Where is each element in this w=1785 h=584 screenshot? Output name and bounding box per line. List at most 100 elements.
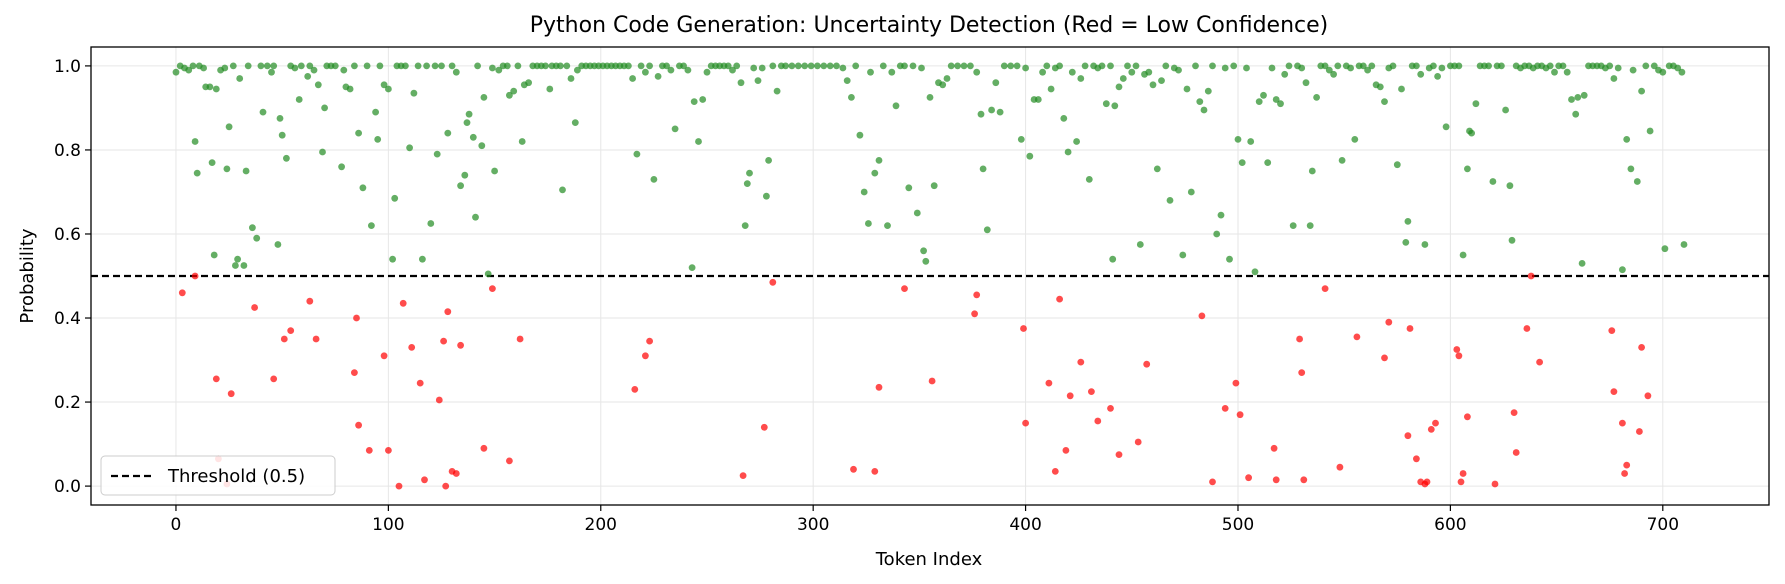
high-confidence-point [769,62,777,70]
high-confidence-point [680,62,687,70]
high-confidence-point [253,234,261,242]
high-confidence-point [973,68,981,76]
high-confidence-point [321,104,328,112]
high-confidence-point [484,270,492,278]
high-confidence-point [875,157,883,164]
high-confidence-point [1642,62,1650,70]
high-confidence-point [236,75,244,82]
low-confidence-point [1527,272,1535,280]
low-confidence-point [739,472,747,479]
low-confidence-point [1457,478,1465,486]
high-confidence-point [729,66,736,74]
low-confidence-point [971,310,978,318]
high-confidence-point [1646,127,1654,135]
high-confidence-point [905,184,913,192]
high-confidence-point [385,85,392,93]
high-confidence-point [518,138,526,145]
high-confidence-point [270,62,278,70]
high-confidence-point [414,62,422,70]
high-confidence-point [225,123,233,131]
high-confidence-point [920,247,927,255]
high-confidence-point [210,251,218,259]
low-confidence-point [1062,447,1070,454]
low-confidence-point [365,447,373,454]
high-confidence-point [306,62,314,70]
low-confidence-point [646,337,653,345]
high-confidence-point [1661,245,1669,253]
y-tick-label: 0.8 [54,141,81,161]
high-confidence-point [268,68,275,76]
x-tick-label: 700 [1647,515,1679,535]
high-confidence-point [1136,241,1144,248]
high-confidence-point [355,129,362,137]
high-confidence-point [667,66,675,74]
low-confidence-point [1385,318,1393,326]
high-confidence-point [374,136,382,143]
high-confidence-point [860,188,868,196]
high-confidence-point [1102,100,1110,108]
high-confidence-point [1472,100,1480,108]
high-confidence-point [856,131,864,139]
low-confidence-point [1236,411,1244,419]
high-confidence-point [888,68,896,76]
x-tick-label: 100 [372,515,404,535]
high-confidence-point [489,64,496,72]
high-confidence-point [947,62,955,70]
high-confidence-point [913,209,921,217]
low-confidence-point [1134,438,1142,446]
high-confidence-point [1680,241,1688,248]
high-confidence-point [646,62,653,70]
high-confidence-point [892,102,900,110]
low-confidence-point [1066,392,1074,400]
high-confidence-point [1306,222,1314,230]
high-confidence-point [884,222,891,230]
low-confidence-point [1512,449,1520,456]
high-confidence-point [1638,87,1645,95]
high-confidence-point [438,62,445,70]
high-confidence-point [1187,188,1195,196]
high-confidence-point [363,62,371,70]
high-confidence-point [193,169,201,177]
x-tick-label: 0 [171,515,182,535]
high-confidence-point [650,176,658,183]
high-confidence-point [699,96,707,103]
high-confidence-point [232,262,239,269]
low-confidence-point [1610,388,1618,395]
low-confidence-point [355,421,362,429]
high-confidence-point [1574,94,1582,101]
y-tick-label: 0.0 [54,477,81,497]
low-confidence-point [408,344,416,351]
low-confidence-point [178,289,186,297]
y-axis-title: Probability [17,228,38,323]
high-confidence-point [1204,87,1212,95]
high-confidence-point [782,62,789,70]
high-confidence-point [1434,73,1441,80]
high-confidence-point [1289,222,1297,230]
high-confidence-point [1039,68,1046,76]
high-confidence-point [1209,62,1216,70]
low-confidence-point [631,386,639,393]
low-confidence-point [1336,463,1344,471]
high-confidence-point [444,129,452,137]
low-confidence-point [1094,417,1102,425]
high-confidence-point [741,222,749,230]
data-points [172,62,1688,490]
high-confidence-point [1132,62,1140,70]
high-confidence-point [1464,165,1471,173]
x-tick-label: 600 [1434,515,1466,535]
high-confidence-point [1650,62,1658,70]
high-confidence-point [1459,251,1467,259]
low-confidence-point [1644,392,1652,400]
legend: Threshold (0.5) [100,455,336,496]
high-confidence-point [1217,211,1225,219]
high-confidence-point [244,62,252,70]
low-confidence-point [421,476,428,484]
high-confidence-point [695,138,702,145]
low-confidence-point [312,335,320,343]
high-confidence-point [1119,75,1127,82]
low-confidence-point [1321,285,1329,292]
low-confidence-point [1296,335,1303,343]
legend-threshold-label: Threshold (0.5) [167,466,305,487]
high-confidence-point [1455,62,1463,70]
